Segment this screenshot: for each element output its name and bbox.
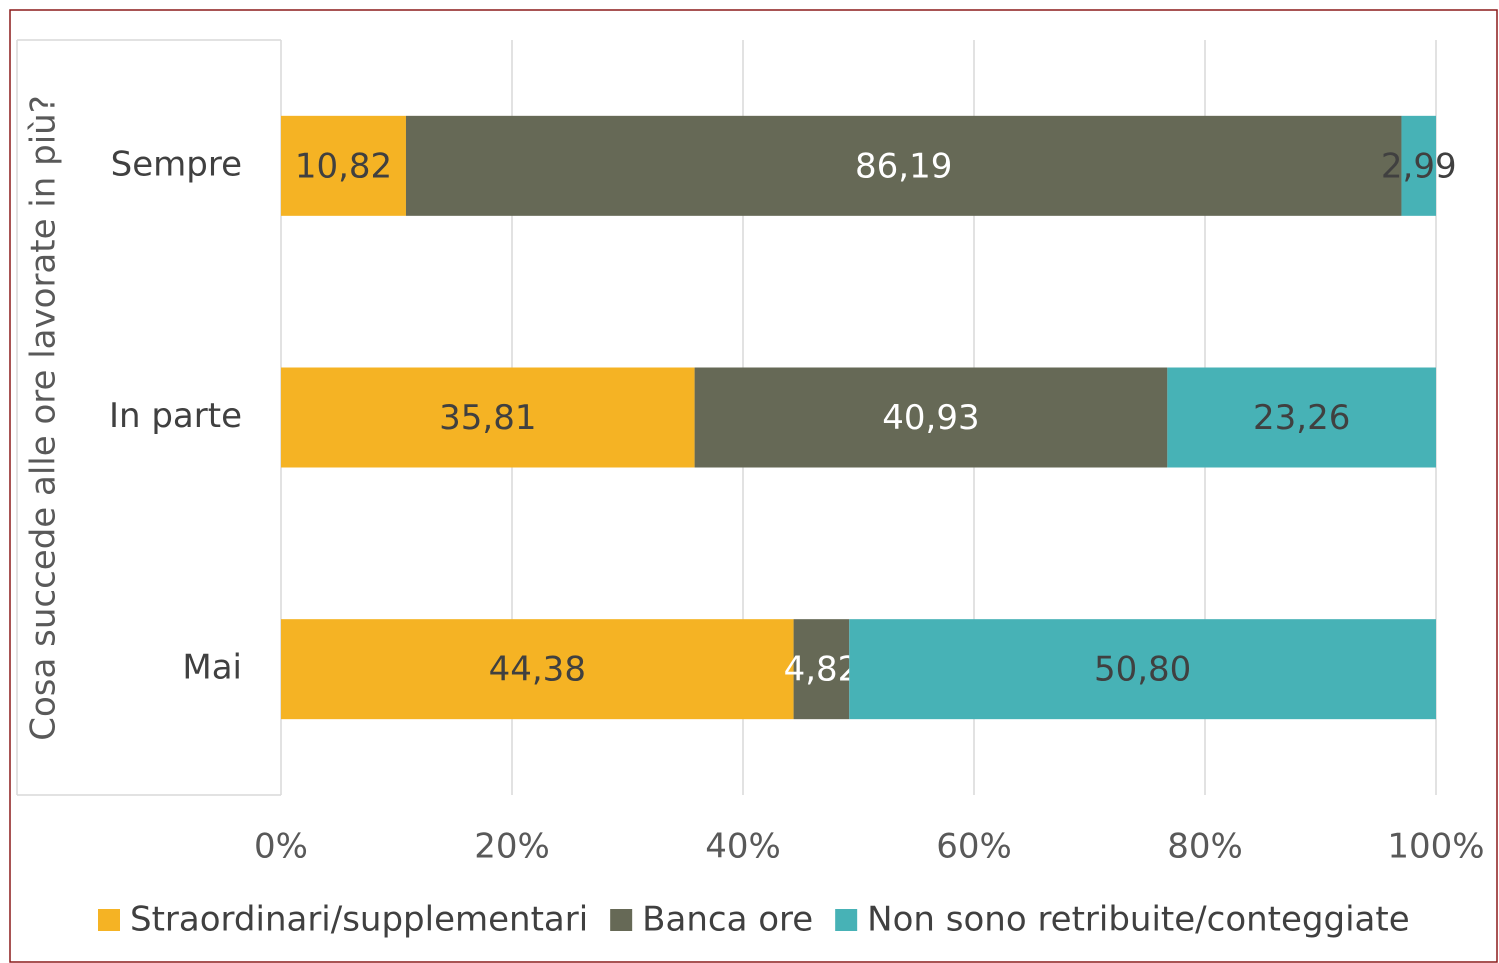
- data-label: 44,38: [489, 650, 586, 690]
- bar-segment: [849, 619, 1436, 720]
- x-tick-label: 80%: [1167, 827, 1243, 867]
- legend-label: Banca ore: [642, 900, 813, 940]
- data-label: 23,26: [1253, 398, 1350, 438]
- legend-label: Straordinari/supplementari: [130, 900, 588, 940]
- data-label: 40,93: [882, 398, 979, 438]
- y-axis-label: Cosa succede alle ore lavorate in più?: [24, 95, 64, 741]
- bar-segment: [281, 115, 406, 216]
- data-label: 35,81: [439, 398, 536, 438]
- data-label: 2,99: [1381, 146, 1457, 186]
- bar-segment: [281, 367, 695, 468]
- bar-segment: [1167, 367, 1436, 468]
- y-tick-label: Mai: [182, 648, 242, 688]
- data-label: 86,19: [855, 146, 952, 186]
- x-tick-label: 40%: [705, 827, 781, 867]
- bar-segment: [281, 619, 794, 720]
- legend-label: Non sono retribuite/conteggiate: [867, 900, 1409, 940]
- data-label: 10,82: [295, 146, 392, 186]
- x-tick-label: 0%: [254, 827, 308, 867]
- data-label: 50,80: [1094, 650, 1191, 690]
- y-tick-label: Sempre: [111, 144, 242, 184]
- data-label: 4,82: [784, 650, 860, 690]
- y-tick-label: In parte: [109, 396, 242, 436]
- x-tick-label: 100%: [1387, 827, 1484, 867]
- x-tick-label: 60%: [936, 827, 1012, 867]
- bar-segment: [1401, 115, 1436, 216]
- bar-segment: [694, 367, 1168, 468]
- x-tick-label: 20%: [474, 827, 550, 867]
- legend-swatch: [610, 909, 633, 931]
- bar-segment: [405, 115, 1402, 216]
- bar-segment: [793, 619, 850, 720]
- legend-swatch: [835, 909, 858, 931]
- legend-swatch: [98, 909, 120, 931]
